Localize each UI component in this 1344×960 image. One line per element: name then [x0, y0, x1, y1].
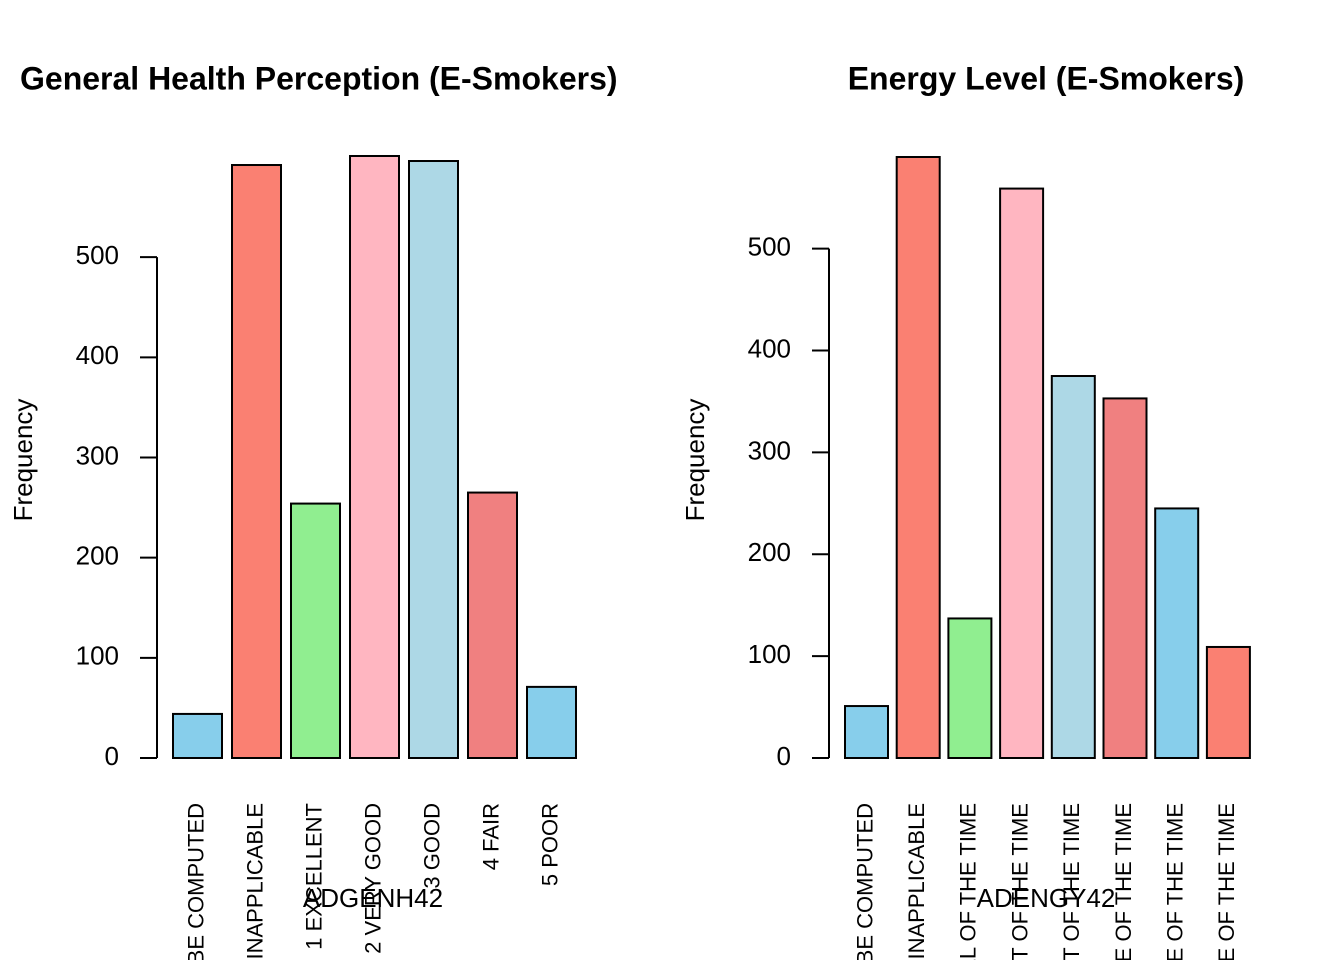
y-tick-label: 500: [748, 232, 791, 262]
bar: [1154, 507, 1200, 759]
x-tick-label: -1 INAPPLICABLE: [242, 803, 267, 960]
y-tick-label: 400: [76, 340, 119, 370]
panel: General Health Perception (E-Smokers) Fre…: [8, 60, 618, 960]
y-tick-label: 500: [76, 240, 119, 270]
bar: [1050, 375, 1096, 759]
bar: [290, 502, 341, 759]
x-tick-label: 6 NONE OF THE TIME: [1214, 803, 1239, 960]
x-tick-label: 3 A GOOD BIT OF THE TIME: [1059, 803, 1084, 960]
y-tick-label: 0: [105, 741, 119, 771]
y-axis-label: Frequency: [680, 399, 710, 522]
y-axis-label: Frequency: [8, 399, 38, 522]
y-tick-label: 400: [748, 333, 791, 363]
chart-title: General Health Perception (E-Smokers): [20, 60, 618, 96]
x-tick-label: -15 CANNOT BE COMPUTED: [183, 803, 208, 960]
x-tick-label: 5 POOR: [537, 803, 562, 886]
y-tick-label: 100: [76, 641, 119, 671]
y-tick-label: 300: [76, 440, 119, 470]
y-tick-label: 200: [76, 541, 119, 571]
x-tick-label: -15 CANNOT BE COMPUTED: [852, 803, 877, 960]
x-tick-label: 5 A LITTLE OF THE TIME: [1163, 803, 1188, 960]
x-tick-label: 4 SOME OF THE TIME: [1111, 803, 1136, 960]
chart-title: Energy Level (E-Smokers): [848, 60, 1245, 96]
bar: [467, 491, 518, 759]
bar: [1205, 645, 1251, 759]
bar: [408, 160, 459, 760]
x-tick-label: 1 EXCELLENT: [301, 803, 326, 950]
y-tick-label: 300: [748, 435, 791, 465]
bar: [947, 617, 993, 759]
x-tick-label: 4 FAIR: [478, 803, 503, 870]
x-tick-label: 2 MOST OF THE TIME: [1007, 803, 1032, 960]
x-axis-label: ADGENH42: [303, 883, 443, 913]
x-tick-label: 1 ALL OF THE TIME: [956, 803, 981, 960]
x-axis-label: ADENGY42: [977, 883, 1116, 913]
bar: [526, 685, 577, 759]
x-tick-label: -1 INAPPLICABLE: [904, 803, 929, 960]
y-tick-label: 0: [777, 741, 791, 771]
panel: Energy Level (E-Smokers) Frequency 0 100 200…: [680, 60, 1251, 960]
bar: [349, 154, 400, 759]
bar: [844, 705, 889, 759]
bar: [895, 156, 941, 759]
x-tick-label: 2 VERY GOOD: [360, 803, 385, 954]
bar: [231, 164, 282, 760]
bar: [1102, 397, 1148, 759]
y-tick-label: 100: [748, 639, 791, 669]
x-tick-label: 3 GOOD: [419, 803, 444, 889]
bar: [999, 187, 1045, 760]
y-tick-label: 200: [748, 537, 791, 567]
bar: [172, 712, 223, 760]
